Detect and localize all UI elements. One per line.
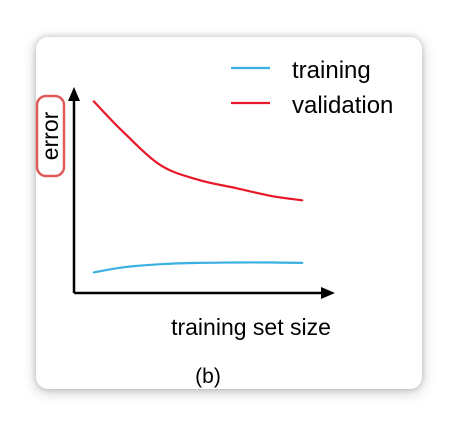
subfigure-label: (b): [195, 365, 221, 388]
series-line-validation: [92, 100, 304, 202]
figure-card: [36, 37, 422, 389]
series-line-training: [92, 261, 304, 274]
legend-label-validation: validation: [292, 92, 393, 119]
y-axis-label: error: [37, 111, 63, 160]
x-axis-label: training set size: [171, 314, 331, 340]
x-axis-arrowhead: [321, 287, 335, 299]
y-axis-arrowhead: [68, 87, 80, 101]
legend: training validation: [231, 57, 393, 119]
ylabel-highlight-box: [35, 94, 66, 178]
legend-label-training: training: [292, 57, 371, 84]
series-layer: [92, 100, 304, 274]
